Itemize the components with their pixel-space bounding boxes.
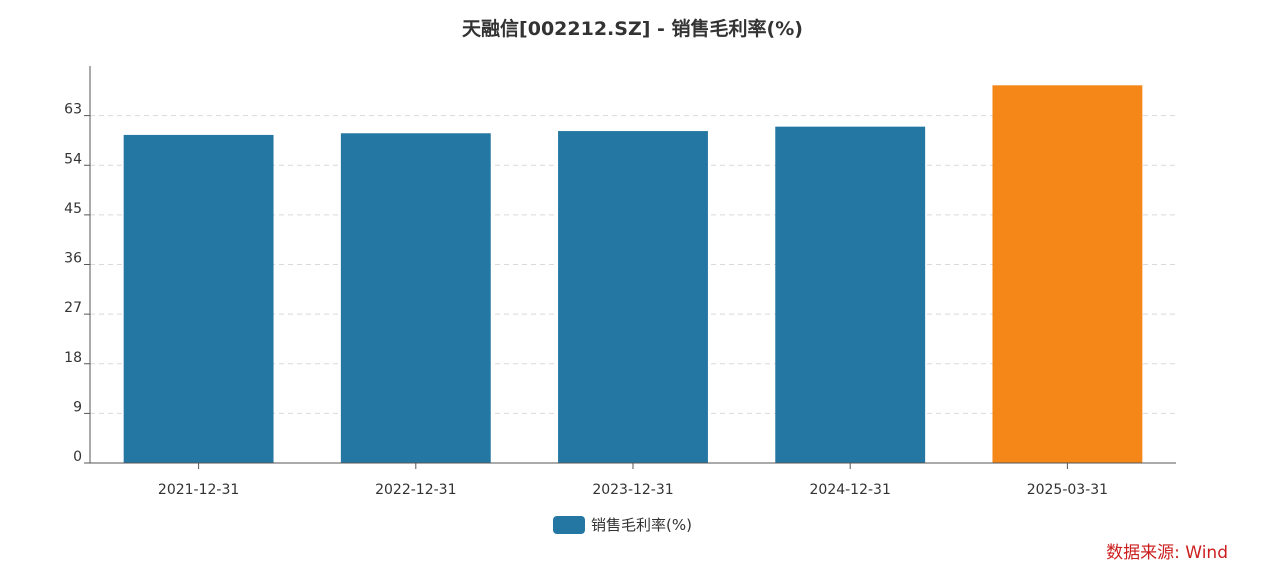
bar[interactable] xyxy=(992,85,1143,463)
x-tick-label: 2025-03-31 xyxy=(1027,482,1108,498)
source-note: 数据来源: Wind xyxy=(1106,543,1228,563)
y-tick-label: 63 xyxy=(64,102,82,118)
x-tick-label: 2024-12-31 xyxy=(810,482,891,498)
legend-swatch xyxy=(553,515,585,534)
y-tick-label: 27 xyxy=(64,300,82,316)
axes: 0 9 18 27 36 45 54 63 2021-12-31 2022-12-31 2023-1… xyxy=(64,66,1176,498)
bar[interactable] xyxy=(123,134,274,463)
y-tick-label: 9 xyxy=(73,399,82,415)
legend[interactable]: 销售毛利率(%) xyxy=(553,514,692,535)
y-tick-label: 18 xyxy=(64,350,82,366)
bar[interactable] xyxy=(558,131,708,463)
y-tick-label: 54 xyxy=(64,151,82,167)
y-tick-label: 36 xyxy=(64,251,82,267)
y-tick-label: 0 xyxy=(73,449,82,465)
bar[interactable] xyxy=(340,133,491,463)
x-tick-label: 2021-12-31 xyxy=(158,482,239,498)
bars xyxy=(123,85,1143,464)
x-tick-label: 2022-12-31 xyxy=(375,482,456,498)
x-tick-label: 2023-12-31 xyxy=(592,482,673,498)
chart-title: 天融信[002212.SZ] - 销售毛利率(%) xyxy=(462,18,803,40)
legend-label: 销售毛利率(%) xyxy=(591,516,692,534)
bar[interactable] xyxy=(775,126,926,464)
y-tick-label: 45 xyxy=(64,201,82,217)
